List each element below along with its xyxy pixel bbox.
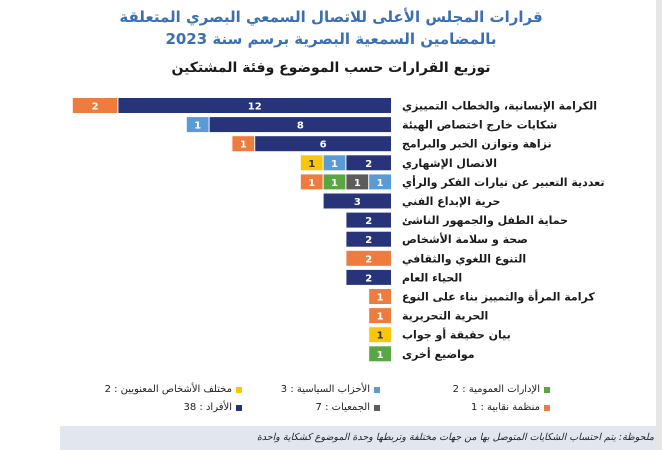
- bar-individuals-3: [346, 155, 391, 171]
- footnote: ملحوظة: يتم احتساب الشكايات المتوصل بها …: [60, 426, 660, 450]
- chart-title-line2: بالمضامين السمعية البصرية برسم سنة 2023: [165, 30, 497, 48]
- data-label-individuals-7: 2: [365, 235, 372, 246]
- data-label-parties-3: 1: [331, 159, 338, 170]
- category-label-9: الحياء العام: [402, 271, 462, 284]
- data-label-public_admin-4: 1: [331, 178, 338, 189]
- bar-parties-1: [186, 117, 209, 133]
- legend-label-associations: الجمعيات : 7: [315, 402, 370, 413]
- legend-label-parties: الأحزاب السياسية : 3: [280, 384, 370, 395]
- data-label-individuals-6: 2: [365, 216, 372, 227]
- data-label-individuals-5: 3: [354, 197, 361, 208]
- bar-parties-3: [323, 155, 346, 171]
- stacked-bar-chart: 122 الكرامة الإنسانية، والخطاب التمييزي81…: [72, 98, 605, 362]
- chart-title-line1: قرارات المجلس الأعلى للاتصال السمعي البص…: [119, 8, 543, 26]
- data-label-individuals-2: 6: [320, 140, 327, 151]
- category-label-0: الكرامة الإنسانية، والخطاب التمييزي: [402, 100, 597, 113]
- legend-item-parties: الأحزاب السياسية : 3: [281, 384, 380, 395]
- chart-subtitle: توزيع القرارات حسب الموضوع وفئة المشتكين: [171, 60, 491, 76]
- data-label-individuals-9: 2: [365, 273, 372, 284]
- data-label-parties-1: 1: [194, 121, 201, 132]
- category-label-12: بيان حقيقة أو جواب: [402, 328, 511, 342]
- data-label-individuals-3: 2: [365, 159, 372, 170]
- data-label-legal_persons-12: 1: [377, 331, 384, 342]
- bar-unions-4: [300, 174, 323, 190]
- legend-label-individuals: الأفراد : 38: [183, 402, 232, 413]
- data-label-unions-11: 1: [377, 312, 384, 323]
- bar-individuals-6: [346, 212, 391, 228]
- legend-item-unions: منظمة نقابية : 1: [471, 402, 550, 413]
- legend-swatch-associations: [374, 404, 380, 411]
- data-label-unions-8: 2: [365, 254, 372, 265]
- category-label-1: شكايات خارج اختصاص الهيئة: [402, 119, 557, 133]
- legend-item-associations: الجمعيات : 7: [316, 402, 380, 413]
- legend-swatch-unions: [544, 404, 550, 411]
- data-label-parties-4: 1: [377, 178, 384, 189]
- legend-swatch-legal_persons: [236, 386, 242, 393]
- bar-individuals-1: [209, 117, 391, 133]
- category-label-4: تعددية التعبير عن تيارات الفكر والرأي: [402, 175, 605, 189]
- bar-associations-4: [346, 174, 369, 190]
- category-label-5: حرية الإبداع الفني: [402, 195, 500, 208]
- bar-individuals-7: [346, 231, 391, 247]
- bar-legal_persons-3: [300, 155, 323, 171]
- bar-individuals-9: [346, 269, 391, 285]
- category-label-8: التنوع اللغوي والثقافي: [402, 252, 526, 265]
- data-label-individuals-0: 12: [248, 102, 262, 113]
- category-label-10: كرامة المرأة والتمييز بناء على النوع: [402, 290, 595, 304]
- legend-swatch-parties: [374, 386, 380, 393]
- bar-public_admin-13: [369, 346, 391, 362]
- bar-parties-4: [369, 174, 391, 190]
- legend-label-unions: منظمة نقابية : 1: [470, 402, 540, 413]
- bar-individuals-0: [118, 98, 392, 113]
- legend-swatch-individuals: [236, 404, 242, 411]
- legend-item-individuals: الأفراد : 38: [184, 402, 242, 413]
- category-label-2: نزاهة وتوازن الخبر والبرامج: [402, 138, 552, 151]
- data-label-public_admin-13: 1: [377, 350, 384, 361]
- bar-unions-2: [232, 136, 255, 152]
- bar-unions-11: [369, 308, 391, 324]
- category-label-13: مواضيع أخرى: [402, 347, 475, 361]
- bar-unions-0: [72, 98, 118, 113]
- bar-legal_persons-12: [369, 327, 391, 343]
- data-label-associations-4: 1: [354, 178, 361, 189]
- bar-individuals-5: [323, 193, 391, 209]
- legend-label-legal_persons: مختلف الأشخاص المعنويين : 2: [104, 384, 232, 395]
- bar-unions-10: [369, 289, 391, 304]
- bar-individuals-2: [255, 136, 391, 152]
- legend-item-public_admin: الإدارات العمومية : 2: [453, 384, 550, 395]
- legend-swatch-public_admin: [544, 386, 550, 393]
- bar-unions-8: [346, 250, 391, 266]
- page-edge: [656, 0, 662, 450]
- data-label-individuals-1: 8: [297, 121, 304, 132]
- data-label-unions-10: 1: [377, 293, 384, 304]
- data-label-legal_persons-3: 1: [308, 159, 315, 170]
- legend-label-public_admin: الإدارات العمومية : 2: [452, 384, 540, 395]
- bar-public_admin-4: [323, 174, 346, 190]
- category-label-11: الحرية التحريرية: [402, 310, 488, 323]
- legend-item-legal_persons: مختلف الأشخاص المعنويين : 2: [105, 384, 242, 395]
- category-label-3: الاتصال الإشهاري: [402, 157, 497, 170]
- category-label-7: صحة و سلامة الأشخاص: [402, 232, 528, 246]
- data-label-unions-2: 1: [240, 140, 247, 151]
- data-label-unions-0: 2: [92, 102, 99, 113]
- data-label-unions-4: 1: [308, 178, 315, 189]
- category-label-6: حماية الطفل والجمهور الناشئ: [402, 214, 568, 227]
